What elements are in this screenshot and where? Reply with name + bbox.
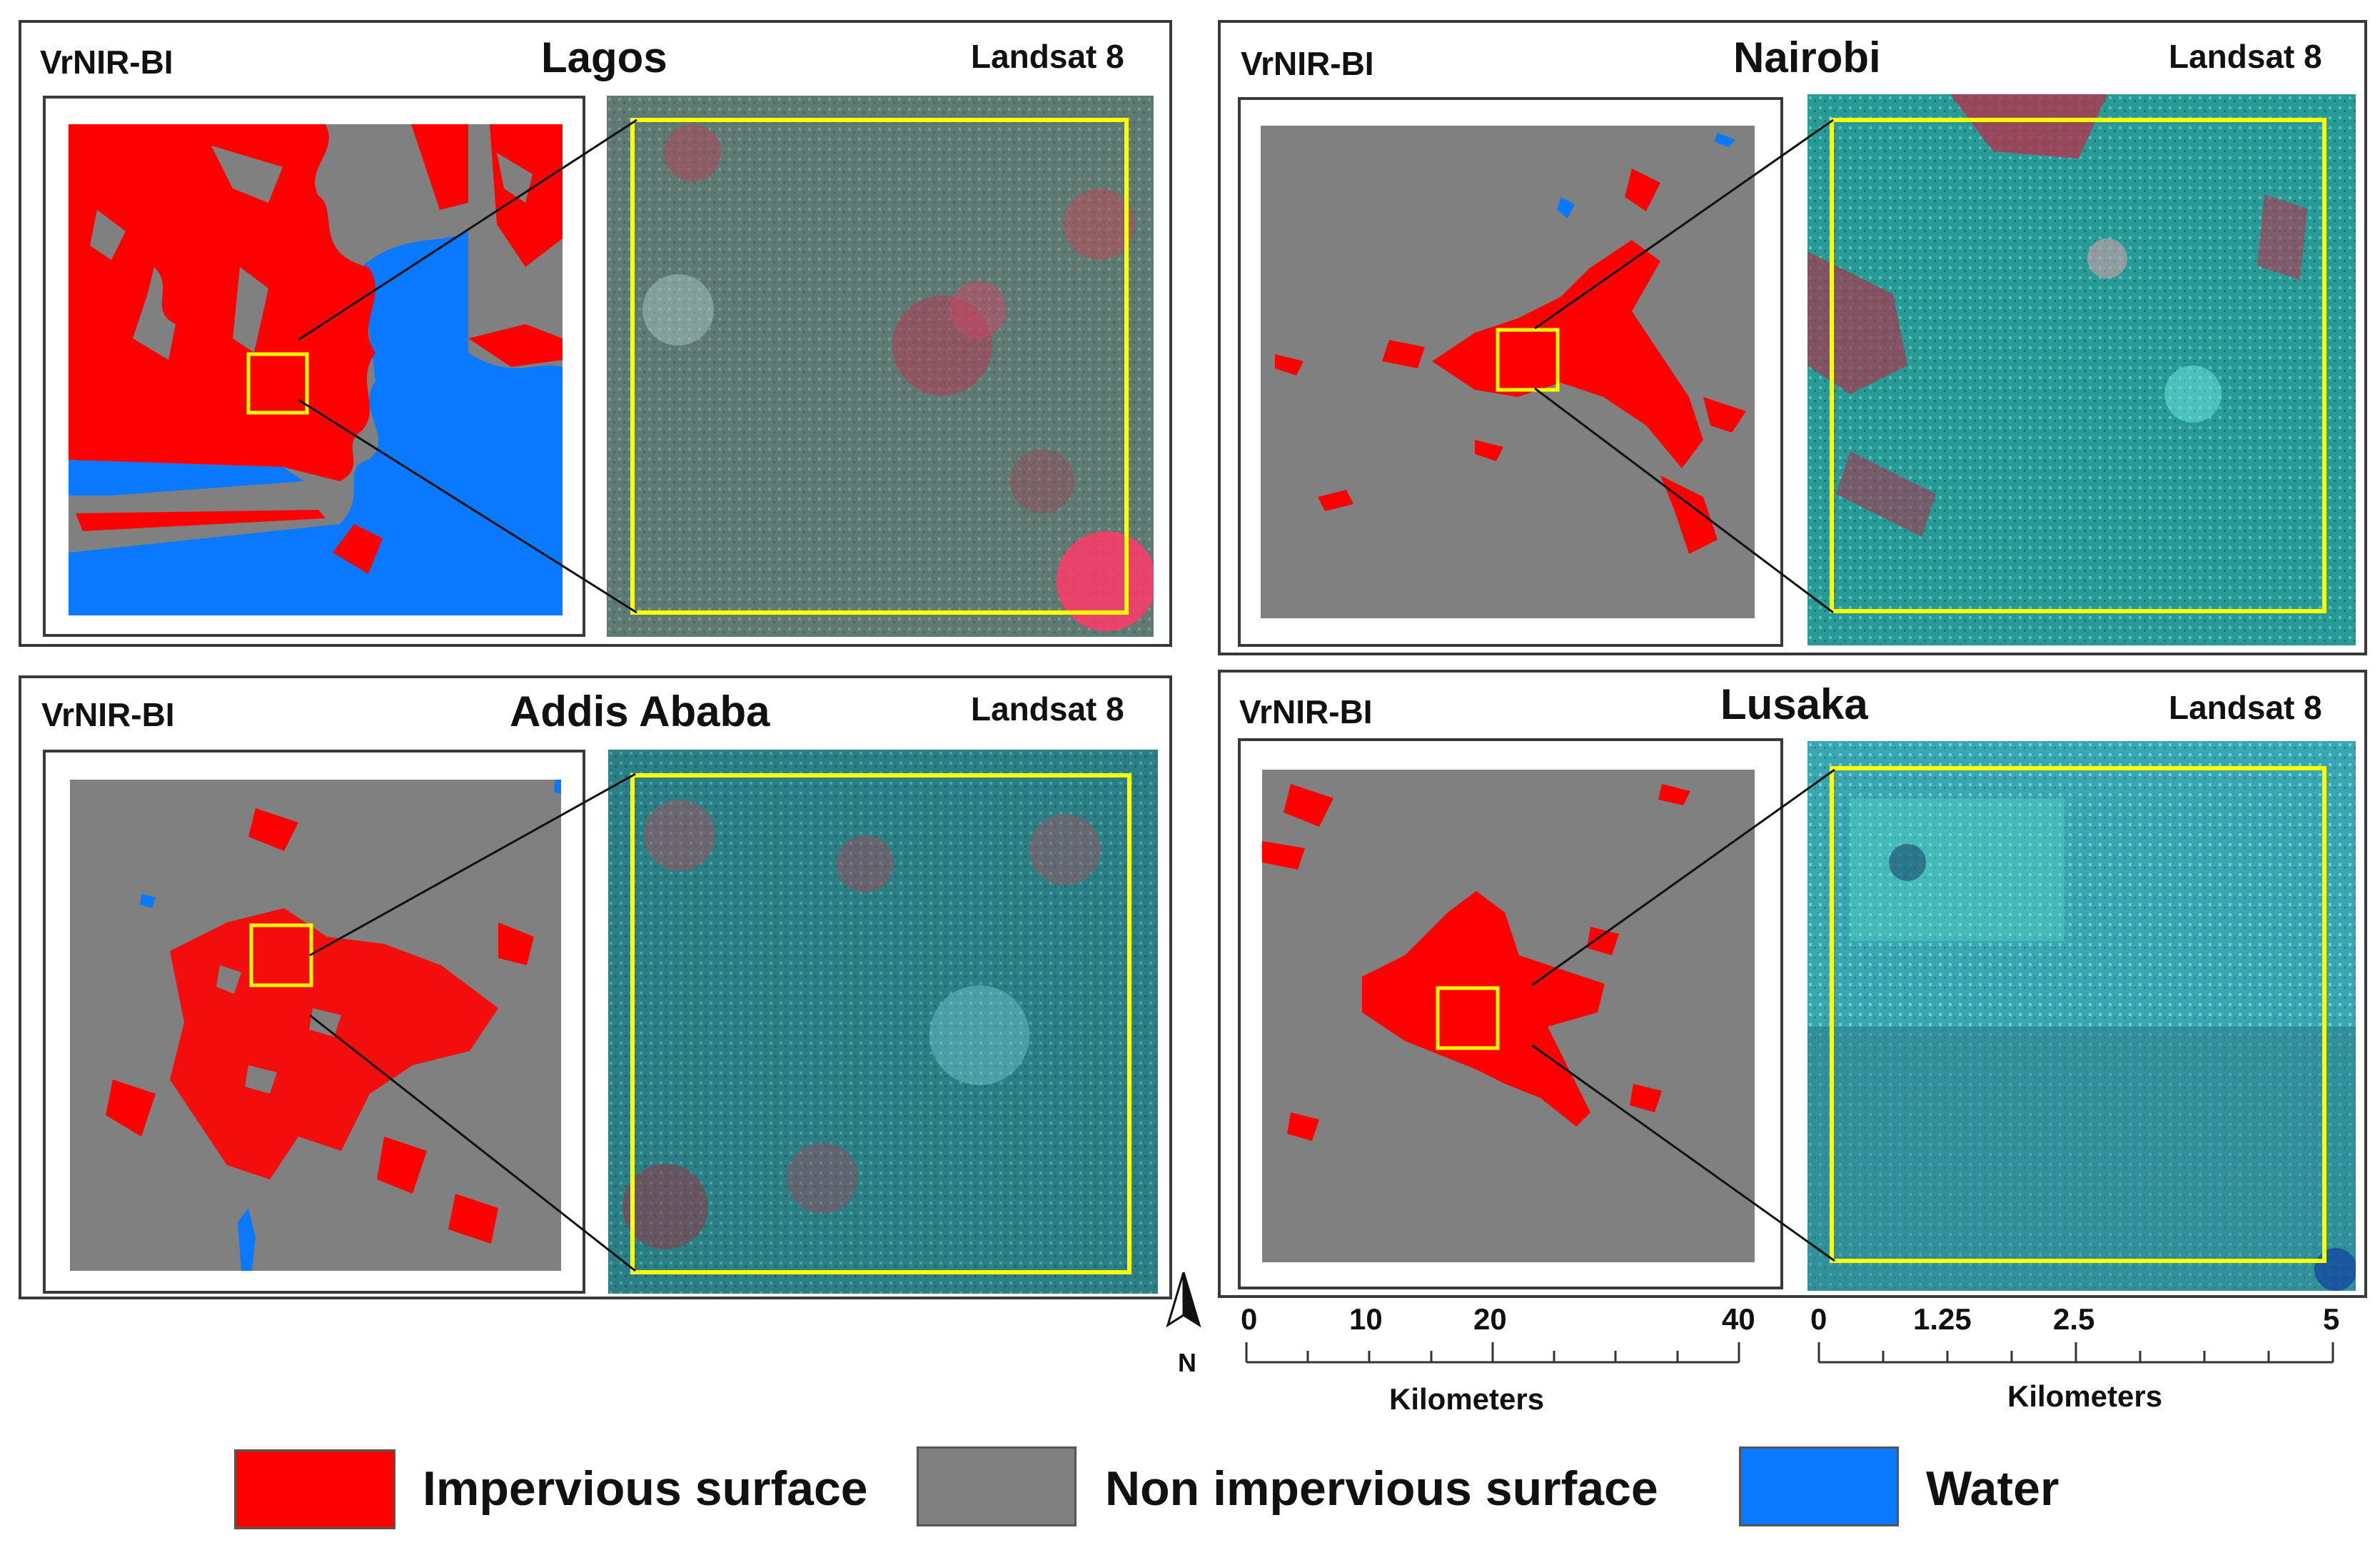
panel-nairobi: VrNIR-BI Nairobi Landsat 8 bbox=[1218, 20, 2367, 655]
city-title: Lagos bbox=[541, 34, 667, 81]
index-label: VrNIR-BI bbox=[40, 44, 173, 81]
north-arrow-icon bbox=[1166, 1272, 1201, 1328]
satellite-label: Landsat 8 bbox=[971, 38, 1124, 75]
inset-scale-tick-0: 0 bbox=[1810, 1302, 1827, 1336]
landsat-image bbox=[1807, 741, 2356, 1291]
legend-label-non-impervious: Non impervious surface bbox=[1105, 1461, 1658, 1516]
classification-map-frame bbox=[43, 96, 585, 637]
city-title: Lusaka bbox=[1720, 680, 1868, 728]
scale-tick-10: 10 bbox=[1349, 1302, 1383, 1336]
panel-lusaka: VrNIR-BI Lusaka Landsat 8 bbox=[1218, 670, 2367, 1298]
index-label: VrNIR-BI bbox=[1239, 693, 1373, 730]
zoom-connector-lines bbox=[309, 772, 636, 1272]
classification-map-frame bbox=[1238, 97, 1783, 647]
landsat-image-raster bbox=[607, 96, 1154, 637]
satellite-label: Landsat 8 bbox=[971, 690, 1124, 728]
legend-label-water: Water bbox=[1926, 1461, 2059, 1516]
scale-bar bbox=[1245, 1342, 1740, 1364]
index-label: VrNIR-BI bbox=[41, 696, 175, 733]
scale-tick-40: 40 bbox=[1722, 1302, 1755, 1336]
landsat-image-raster bbox=[608, 750, 1158, 1294]
city-title: Nairobi bbox=[1733, 34, 1881, 81]
zoom-connector-lines bbox=[298, 119, 637, 614]
classification-map bbox=[1262, 770, 1755, 1262]
landsat-image-raster bbox=[1807, 741, 2356, 1291]
legend-label-impervious: Impervious surface bbox=[423, 1461, 868, 1516]
classification-map bbox=[69, 124, 563, 615]
zoom-connector-lines bbox=[1531, 768, 1835, 1262]
inset-scale-tick-5: 5 bbox=[2323, 1302, 2340, 1336]
scale-tick-0: 0 bbox=[1241, 1302, 1258, 1336]
satellite-label: Landsat 8 bbox=[2169, 38, 2322, 75]
legend-swatch-impervious bbox=[234, 1449, 395, 1529]
landsat-image bbox=[1807, 94, 2356, 645]
classification-map-frame bbox=[1238, 738, 1783, 1289]
classification-map bbox=[1261, 126, 1755, 618]
inset-scale-tick-2-5: 2.5 bbox=[2053, 1302, 2095, 1336]
panel-lagos: VrNIR-BI Lagos Landsat 8 bbox=[19, 20, 1172, 647]
landsat-image bbox=[608, 750, 1158, 1294]
city-title: Addis Ababa bbox=[510, 688, 770, 735]
legend-swatch-non-impervious bbox=[917, 1446, 1076, 1526]
inset-scale-unit: Kilometers bbox=[2007, 1379, 2163, 1413]
scale-unit: Kilometers bbox=[1389, 1382, 1545, 1416]
legend-swatch-water bbox=[1739, 1446, 1899, 1526]
index-label: VrNIR-BI bbox=[1241, 45, 1374, 82]
inset-scale-tick-1-25: 1.25 bbox=[1913, 1302, 1972, 1336]
landsat-image-raster bbox=[1807, 94, 2356, 645]
zoom-connector-lines bbox=[1534, 119, 1834, 614]
scale-tick-20: 20 bbox=[1473, 1302, 1507, 1336]
north-label: N bbox=[1178, 1348, 1196, 1377]
panel-addis-ababa: VrNIR-BI Addis Ababa Landsat 8 bbox=[19, 675, 1172, 1299]
landsat-image bbox=[607, 96, 1154, 637]
inset-scale-bar bbox=[1817, 1342, 2334, 1364]
satellite-label: Landsat 8 bbox=[2169, 689, 2322, 726]
